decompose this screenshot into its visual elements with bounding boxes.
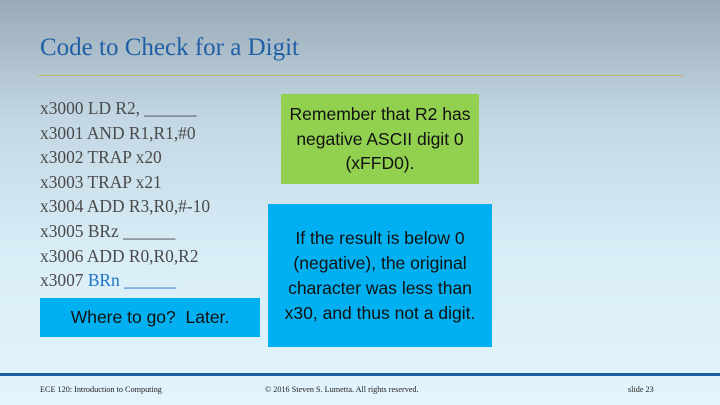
slide-title: Code to Check for a Digit [40, 34, 299, 61]
code-line-last: x3007 BRn ______ [40, 268, 210, 293]
footer-copyright: © 2016 Steven S. Lumetta. All rights res… [265, 385, 419, 394]
note-negative-result: If the result is below 0 (negative), the… [268, 204, 492, 347]
note-where-to-go: Where to go? Later. [40, 298, 260, 337]
code-highlighted-instruction: BRn ______ [87, 270, 177, 291]
note-r2-text: Remember that R2 has negative ASCII digi… [289, 104, 471, 174]
footer-rule [0, 373, 720, 376]
code-line: x3003 TRAP x21 [40, 171, 162, 192]
note-where-text: Where to go? Later. [70, 307, 230, 327]
code-line: x3004 ADD R3,R0,#-10 [40, 196, 211, 217]
code-address: x3007 [40, 270, 88, 291]
code-line: x3000 LD R2, ______ [40, 98, 197, 118]
note-r2-reminder: Remember that R2 has negative ASCII digi… [281, 94, 479, 184]
footer-slide-number: slide 23 [628, 385, 654, 394]
code-line: x3006 ADD R0,R0,R2 [40, 245, 199, 266]
code-line: x3001 AND R1,R1,#0 [40, 122, 196, 143]
footer-course: ECE 120: Introduction to Computing [40, 385, 162, 394]
code-line: x3005 BRz ______ [40, 220, 176, 241]
title-underline [38, 75, 684, 76]
note-negative-text: If the result is below 0 (negative), the… [284, 227, 476, 323]
code-listing: x3000 LD R2, ______ x3001 AND R1,R1,#0 x… [40, 96, 210, 293]
code-line: x3002 TRAP x20 [40, 147, 162, 168]
